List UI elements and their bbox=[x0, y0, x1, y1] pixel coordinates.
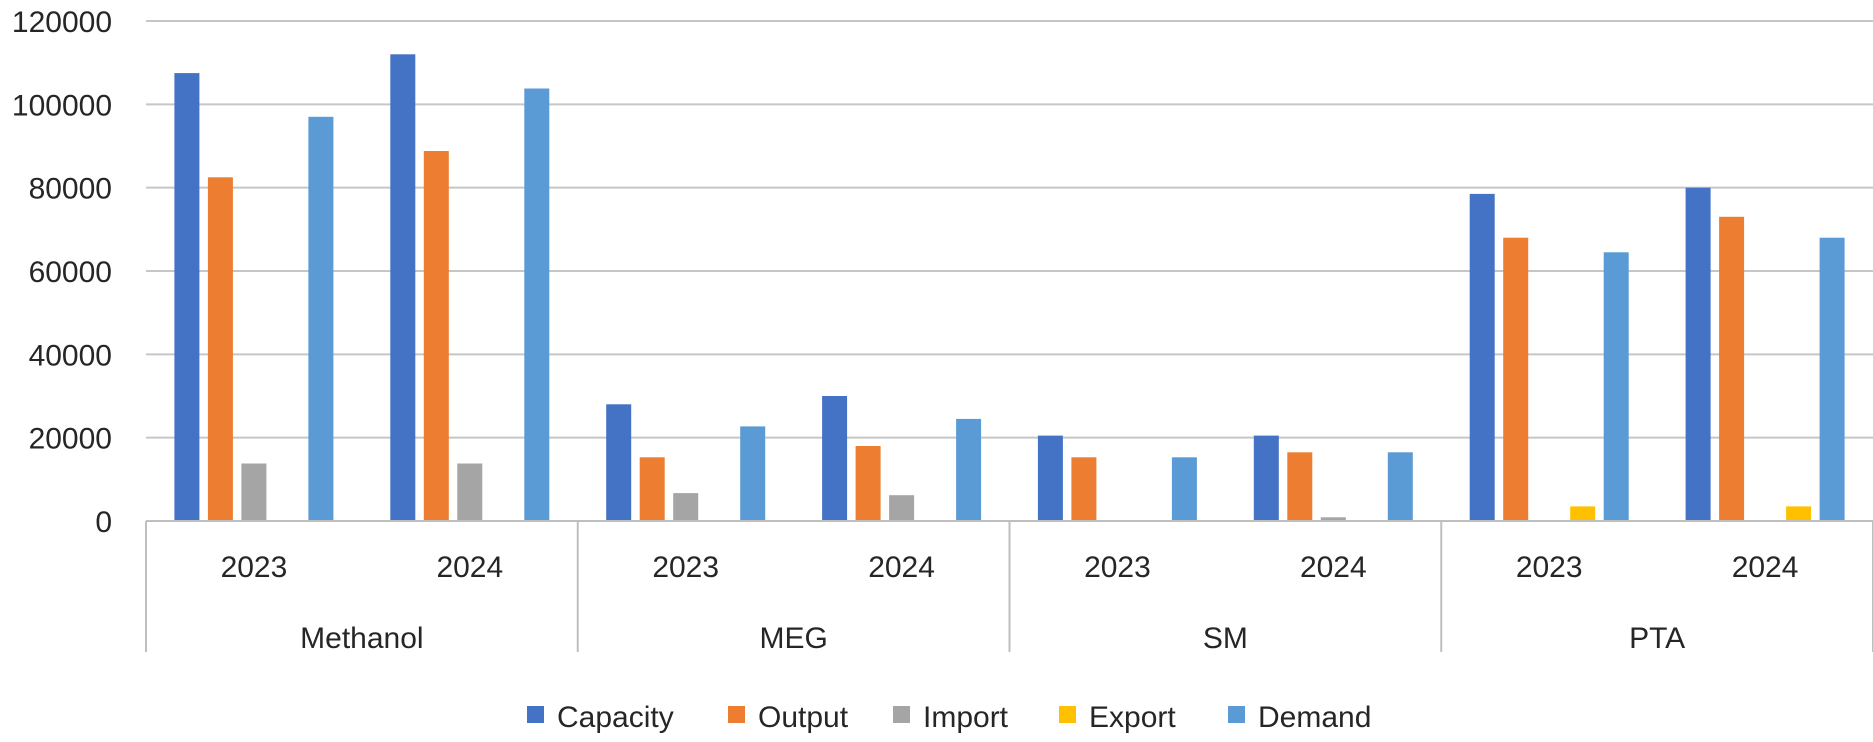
y-tick-label: 100000 bbox=[12, 89, 112, 122]
bar-output-pta-2023 bbox=[1503, 237, 1529, 521]
legend-swatch bbox=[527, 706, 544, 723]
bar-demand-meg-2024 bbox=[956, 418, 982, 521]
legend-label: Output bbox=[758, 701, 849, 734]
x-tick-label: 2023 bbox=[652, 551, 719, 584]
x-tick-label: 2023 bbox=[1084, 551, 1151, 584]
legend-swatch bbox=[1059, 706, 1076, 723]
x-tick-label: 2024 bbox=[1300, 551, 1367, 584]
bar-import-meg-2023 bbox=[673, 493, 699, 521]
x-tick-label: 2024 bbox=[868, 551, 935, 584]
bar-output-meg-2023 bbox=[639, 457, 665, 522]
legend-label: Demand bbox=[1258, 701, 1371, 734]
x-tick-label: 2023 bbox=[1516, 551, 1583, 584]
y-tick-label: 40000 bbox=[29, 339, 112, 372]
bar-output-methanol-2024 bbox=[423, 151, 449, 521]
bar-output-pta-2024 bbox=[1719, 216, 1745, 522]
bars bbox=[174, 54, 1845, 522]
legend-swatch bbox=[893, 706, 910, 723]
x-group-label: SM bbox=[1203, 622, 1248, 655]
bar-import-sm-2024 bbox=[1320, 517, 1346, 522]
legend-item-import: Import bbox=[893, 701, 1009, 734]
bar-demand-pta-2024 bbox=[1819, 237, 1845, 521]
y-tick-label: 120000 bbox=[12, 6, 112, 39]
legend-swatch bbox=[728, 706, 745, 723]
bar-capacity-sm-2024 bbox=[1253, 435, 1279, 521]
bar-demand-pta-2023 bbox=[1603, 252, 1629, 522]
legend-item-demand: Demand bbox=[1228, 701, 1371, 734]
bar-capacity-methanol-2024 bbox=[390, 54, 416, 522]
bar-output-sm-2023 bbox=[1071, 457, 1097, 522]
y-tick-label: 0 bbox=[95, 506, 112, 539]
bar-demand-sm-2023 bbox=[1171, 457, 1197, 522]
legend-item-capacity: Capacity bbox=[527, 701, 674, 734]
y-axis-ticks: 0 20000 40000 60000 80000 100000 120000 bbox=[12, 6, 112, 539]
x-group-label: PTA bbox=[1629, 622, 1685, 655]
bar-output-sm-2024 bbox=[1287, 452, 1313, 522]
x-group-label: Methanol bbox=[300, 622, 423, 655]
bar-capacity-pta-2023 bbox=[1469, 193, 1495, 521]
x-group-label: MEG bbox=[759, 622, 827, 655]
bar-capacity-sm-2023 bbox=[1037, 435, 1063, 521]
legend-swatch bbox=[1228, 706, 1245, 723]
legend-label: Capacity bbox=[557, 701, 674, 734]
bar-import-methanol-2024 bbox=[457, 463, 483, 521]
legend-label: Export bbox=[1089, 701, 1176, 734]
x-tick-label: 2024 bbox=[1732, 551, 1799, 584]
x-tick-label: 2023 bbox=[221, 551, 288, 584]
legend-item-output: Output bbox=[728, 701, 849, 734]
x-axis: 2023 2024 Methanol 2023 2024 MEG 2023 2024 SM 202… bbox=[145, 520, 1873, 655]
bar-capacity-meg-2024 bbox=[822, 396, 848, 521]
bar-capacity-methanol-2023 bbox=[174, 73, 200, 521]
bar-demand-methanol-2024 bbox=[524, 88, 550, 521]
bar-capacity-pta-2024 bbox=[1685, 187, 1711, 521]
bar-import-methanol-2023 bbox=[241, 463, 267, 521]
legend-label: Import bbox=[923, 701, 1009, 734]
bar-demand-meg-2023 bbox=[740, 426, 766, 521]
legend-item-export: Export bbox=[1059, 701, 1176, 734]
bar-demand-sm-2024 bbox=[1387, 452, 1413, 522]
bar-output-methanol-2023 bbox=[207, 177, 233, 522]
legend: Capacity Output Import Export Demand bbox=[527, 701, 1371, 734]
bar-import-meg-2024 bbox=[889, 495, 915, 521]
bar-export-pta-2024 bbox=[1786, 506, 1812, 521]
bar-capacity-meg-2023 bbox=[606, 404, 632, 521]
bar-output-meg-2024 bbox=[855, 446, 881, 521]
y-tick-label: 60000 bbox=[29, 256, 112, 289]
bar-export-pta-2023 bbox=[1570, 506, 1596, 521]
y-tick-label: 80000 bbox=[29, 173, 112, 206]
bar-demand-methanol-2023 bbox=[308, 116, 334, 522]
x-tick-label: 2024 bbox=[436, 551, 503, 584]
y-tick-label: 20000 bbox=[29, 423, 112, 456]
